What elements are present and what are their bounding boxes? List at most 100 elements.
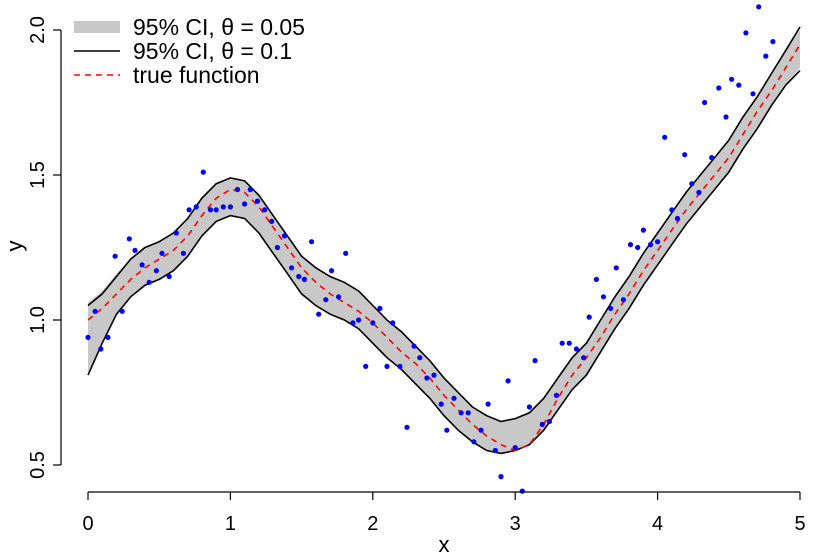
- data-point: [200, 169, 206, 175]
- data-point: [723, 114, 729, 120]
- data-point: [343, 250, 349, 256]
- data-point: [296, 273, 302, 280]
- data-point: [274, 244, 280, 251]
- x-axis: 0 1 2 3 4 5: [82, 491, 806, 535]
- data-point: [627, 242, 634, 248]
- data-point: [234, 186, 241, 193]
- data-point: [729, 76, 735, 82]
- data-point: [526, 404, 533, 410]
- y-axis: 0.5 1.0 1.5 2.0: [27, 16, 62, 479]
- data-point: [139, 262, 145, 268]
- legend-label-ci-line: 95% CI, θ = 0.1: [133, 38, 292, 64]
- data-point: [377, 305, 383, 311]
- data-point: [553, 392, 560, 398]
- data-point: [662, 134, 668, 140]
- data-point: [281, 233, 288, 239]
- data-point: [356, 317, 362, 323]
- data-point: [750, 91, 756, 97]
- data-point: [316, 311, 322, 317]
- data-point: [716, 85, 722, 91]
- data-point: [112, 253, 118, 259]
- data-point: [674, 215, 681, 222]
- data-point: [471, 439, 477, 445]
- data-point: [213, 207, 219, 213]
- data-point: [451, 395, 457, 401]
- data-point: [505, 378, 511, 384]
- data-point: [702, 99, 708, 106]
- data-point: [132, 247, 138, 253]
- data-point: [173, 230, 179, 236]
- data-point: [600, 294, 607, 300]
- data-point: [166, 273, 172, 280]
- data-point: [655, 239, 661, 245]
- data-point: [546, 418, 553, 425]
- data-point: [126, 236, 132, 242]
- data-point: [763, 53, 769, 59]
- data-point: [262, 207, 268, 213]
- data-point: [397, 363, 403, 369]
- data-point: [559, 340, 565, 346]
- data-point: [682, 152, 688, 158]
- ci-band-theta-0-05: [88, 30, 800, 454]
- data-point: [696, 189, 702, 195]
- data-point: [336, 294, 342, 300]
- data-point: [689, 181, 695, 187]
- data-point: [146, 279, 152, 285]
- plot-area: [85, 4, 801, 494]
- x-tick-label: 1: [225, 513, 236, 535]
- data-point: [301, 276, 307, 282]
- data-point: [242, 201, 248, 207]
- data-point: [512, 445, 518, 451]
- data-point: [647, 242, 654, 248]
- ci-lower-line: [87, 70, 801, 455]
- data-point: [581, 355, 587, 361]
- data-point: [323, 297, 329, 303]
- true-function-line: [87, 44, 801, 452]
- data-point: [92, 308, 98, 314]
- data-point: [153, 268, 159, 274]
- data-point: [593, 276, 600, 282]
- data-point: [98, 346, 104, 352]
- legend-label-true-function: true function: [133, 62, 260, 88]
- data-point: [220, 204, 226, 210]
- data-point: [85, 334, 91, 340]
- y-tick-label: 1.5: [27, 161, 49, 189]
- data-point: [105, 334, 111, 340]
- data-point: [498, 474, 504, 480]
- data-point: [709, 155, 715, 161]
- y-tick-label: 1.0: [27, 306, 49, 334]
- data-point: [613, 265, 619, 271]
- data-point: [186, 207, 192, 213]
- data-point: [193, 204, 199, 210]
- x-tick-label: 5: [794, 513, 805, 535]
- data-point: [492, 447, 498, 454]
- data-point: [411, 343, 417, 349]
- data-point: [417, 355, 423, 361]
- data-point: [756, 4, 762, 10]
- data-point: [350, 320, 356, 326]
- data-point: [269, 218, 275, 224]
- data-point: [254, 198, 261, 204]
- data-point: [566, 340, 572, 346]
- data-point: [669, 207, 675, 213]
- legend-label-band: 95% CI, θ = 0.05: [133, 14, 305, 40]
- data-point: [370, 320, 376, 326]
- data-point: [539, 421, 545, 427]
- data-point: [478, 427, 484, 433]
- data-point: [465, 410, 471, 416]
- data-point: [207, 207, 214, 213]
- data-point: [384, 363, 390, 369]
- data-point: [431, 372, 437, 378]
- data-point: [640, 227, 647, 233]
- data-point: [438, 401, 444, 407]
- y-tick-label: 2.0: [27, 16, 49, 44]
- data-point: [227, 204, 233, 210]
- data-point: [390, 320, 396, 326]
- data-point: [620, 297, 627, 303]
- data-point: [519, 488, 525, 494]
- ci-upper-line: [87, 26, 801, 423]
- data-point: [770, 39, 776, 45]
- data-point: [586, 314, 592, 320]
- y-axis-title: y: [2, 241, 27, 252]
